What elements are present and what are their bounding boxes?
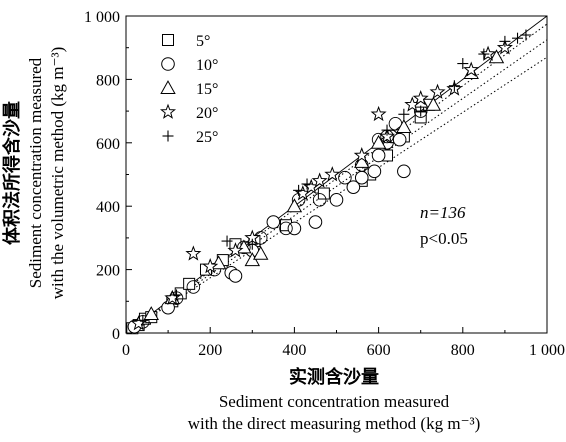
point-star	[130, 315, 147, 331]
x-tick-label: 600	[367, 342, 391, 359]
legend-label: 25°	[196, 129, 218, 146]
point-circle	[367, 164, 382, 179]
point-star	[164, 289, 181, 305]
x-tick-label: 1 000	[529, 342, 565, 359]
point-star	[370, 105, 387, 122]
x-axis-title-en-line2: with the direct measuring method (kg m⁻³…	[188, 414, 481, 433]
point-circle	[392, 132, 407, 147]
point-star	[379, 128, 396, 144]
point-circle	[329, 193, 344, 207]
point-circle	[266, 215, 281, 229]
point-circle-ring	[279, 221, 293, 236]
point-star	[202, 258, 219, 274]
legend-label: 20°	[196, 105, 218, 122]
y-axis-title-zh: 体积法所得含沙量	[1, 101, 22, 245]
point-circle	[346, 180, 361, 194]
y-tick-label: 800	[96, 72, 120, 89]
legend-marker-circle	[161, 57, 175, 71]
point-star	[463, 61, 480, 77]
point-square	[183, 277, 196, 290]
point-circle	[354, 170, 369, 185]
x-tick-label: 400	[282, 342, 306, 359]
point-star	[227, 242, 244, 258]
point-plus	[171, 289, 183, 301]
point-triangle	[425, 96, 442, 111]
confidence-band-lower-inner	[125, 39, 548, 334]
x-axis-title-en-line1: Sediment concentration measured	[219, 392, 450, 411]
y-axis-title-en-line1: Sediment concentration measured	[26, 57, 45, 288]
point-triangle	[143, 306, 159, 320]
legend-marker-triangle	[160, 80, 176, 94]
point-plus	[499, 35, 511, 47]
point-plus	[137, 314, 149, 326]
point-plus	[293, 184, 305, 196]
point-plus	[301, 178, 313, 190]
legend-marker-plus	[162, 130, 174, 142]
legend-marker-star	[159, 103, 177, 119]
point-plus	[457, 58, 469, 70]
point-star	[480, 45, 497, 61]
point-circle	[397, 164, 411, 179]
y-axis-ticks: 0 200 400 600 800 1 000	[84, 9, 132, 343]
point-circle	[371, 148, 386, 163]
x-axis-title-zh: 实测含沙量	[289, 366, 379, 387]
legend-label: 10°	[196, 57, 218, 74]
point-plus	[448, 80, 460, 92]
point-circle-ring	[186, 280, 201, 294]
point-circle	[308, 215, 323, 229]
legend-label: 5°	[196, 33, 210, 50]
point-triangle	[488, 49, 505, 64]
point-plus	[221, 235, 233, 247]
point-triangle	[396, 119, 412, 133]
point-circle-ring	[312, 193, 327, 207]
point-plus	[520, 29, 532, 41]
y-tick-label: 400	[96, 199, 120, 216]
legend-label: 15°	[196, 81, 218, 98]
x-tick-label: 200	[198, 342, 222, 359]
point-plus	[478, 48, 490, 60]
legend-marker-square	[162, 34, 174, 46]
point-triangle	[286, 198, 303, 213]
point-star	[412, 89, 429, 106]
point-plus	[381, 124, 393, 136]
point-circle	[228, 269, 243, 283]
y-tick-label: 0	[112, 326, 120, 343]
point-plus	[246, 238, 258, 250]
x-tick-label: 800	[451, 342, 475, 359]
point-star	[324, 166, 341, 182]
point-plus	[415, 105, 427, 117]
x-tick-label: 0	[122, 342, 130, 359]
point-triangle	[252, 245, 269, 260]
series-star	[130, 39, 513, 331]
y-tick-label: 200	[96, 263, 120, 280]
plot-area: 5° 10° 15° 20° 25°	[125, 15, 548, 335]
point-star	[429, 83, 446, 99]
y-tick-label: 1 000	[84, 9, 120, 26]
point-star	[496, 39, 513, 55]
point-circle-ring	[338, 170, 352, 185]
annotation-n: n=136	[420, 203, 466, 222]
data-points	[126, 29, 532, 335]
annotation-p: p<0.05	[420, 229, 468, 248]
point-star	[311, 172, 328, 188]
series-plus	[137, 29, 532, 326]
point-plus	[512, 32, 524, 44]
legend: 5° 10° 15° 20° 25°	[159, 33, 218, 146]
confidence-band-upper	[125, 23, 548, 334]
x-axis-ticks: 0 200 400 600 800 1 000	[122, 327, 565, 359]
point-plus	[398, 108, 410, 120]
point-triangle	[370, 134, 387, 149]
point-star	[353, 147, 370, 163]
y-axis-title-en-line2: with the volumetric method (kg m⁻³)	[48, 47, 67, 300]
point-star	[185, 245, 202, 261]
y-tick-label: 600	[96, 136, 120, 153]
